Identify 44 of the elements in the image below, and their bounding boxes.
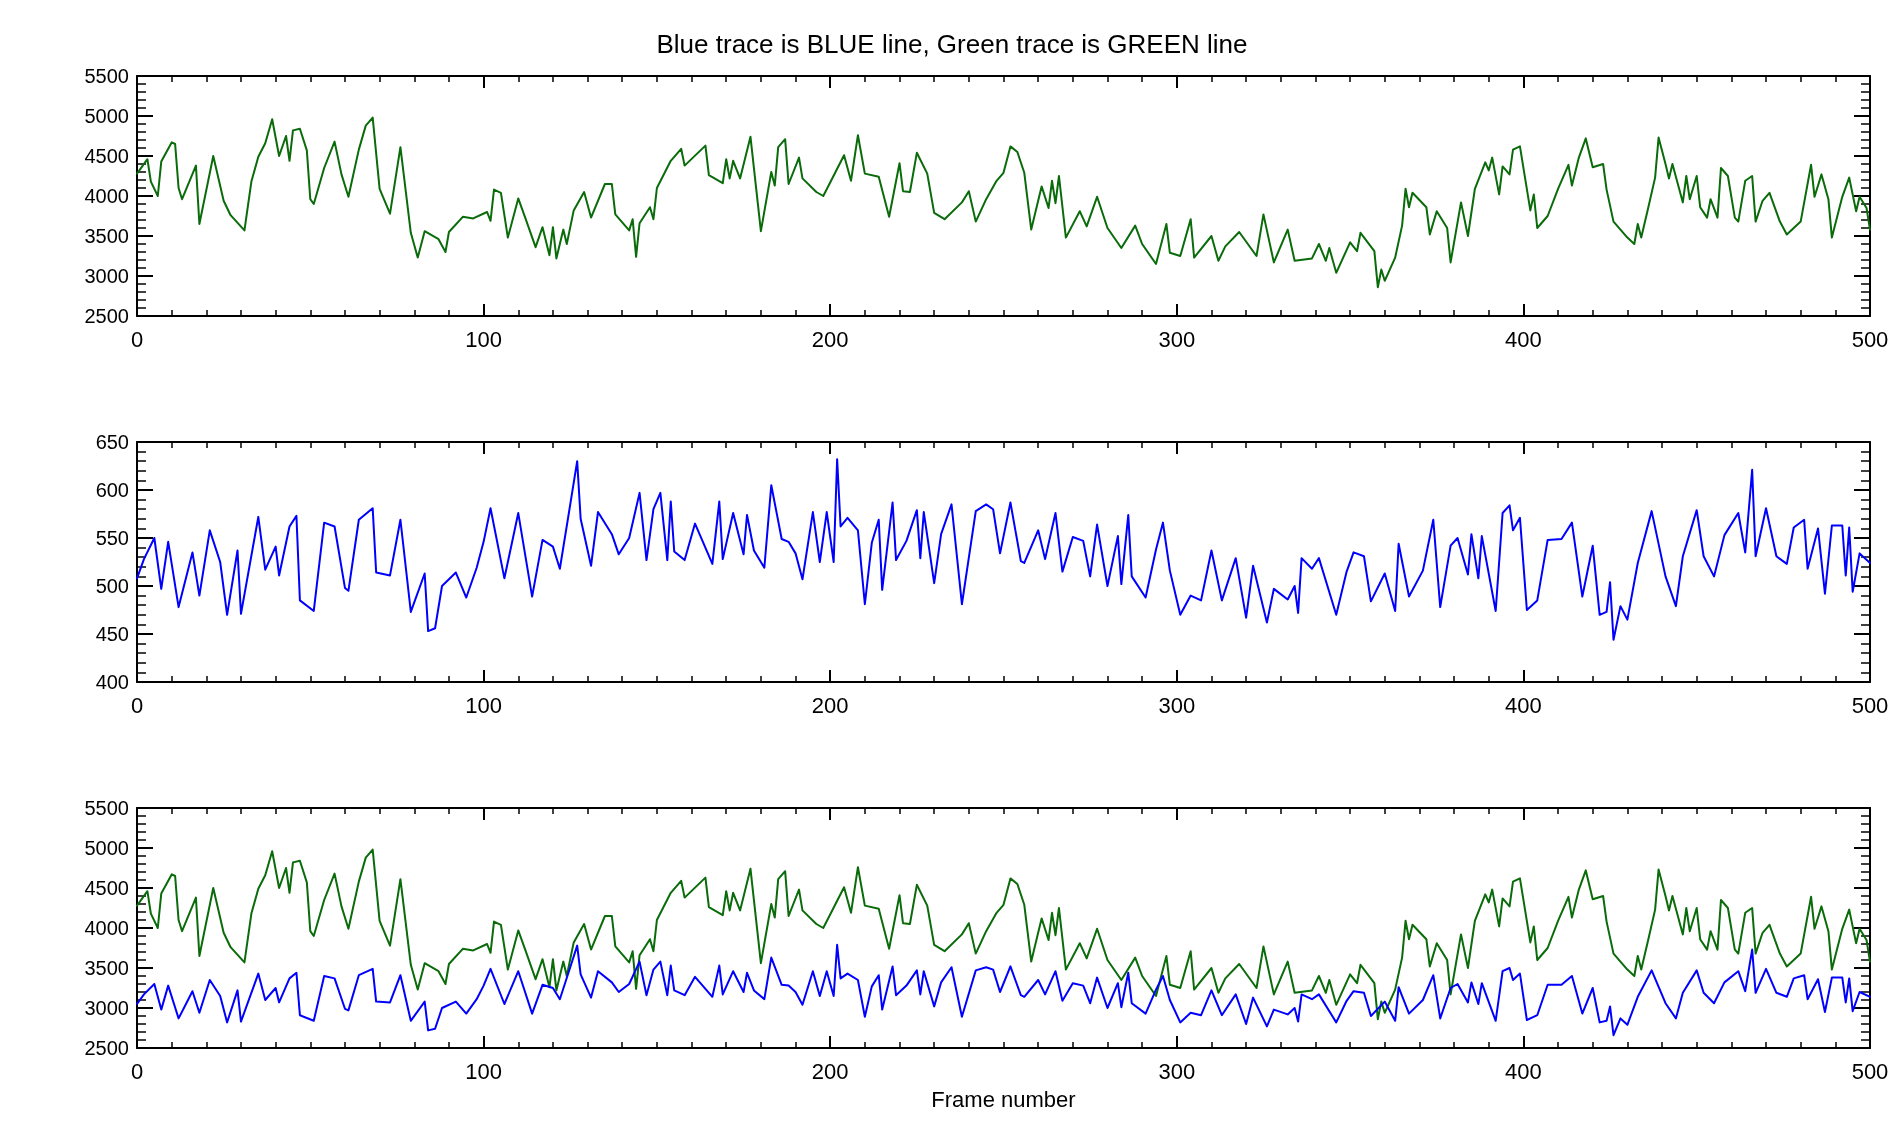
- line-series: [136, 458, 1871, 641]
- y-tick-label: 2500: [84, 1037, 129, 1059]
- y-tick-label: 5000: [84, 837, 129, 859]
- y-tick-label: 4500: [84, 877, 129, 899]
- x-tick-label: 200: [811, 692, 849, 718]
- x-tick-label: 0: [130, 326, 144, 352]
- x-tick-label: 0: [130, 692, 144, 718]
- x-tick-label: 400: [1505, 1058, 1542, 1084]
- y-tick-label: 400: [95, 671, 129, 693]
- y-tick-label: 4000: [84, 185, 129, 207]
- x-tick-label: 400: [1505, 692, 1542, 718]
- x-tick-label: 200: [811, 326, 849, 352]
- y-tick-label: 650: [95, 431, 129, 453]
- x-tick-label: 300: [1158, 692, 1196, 718]
- chart-title: Blue trace is BLUE line, Green trace is GREEN line: [656, 29, 1248, 59]
- y-tick-label: 5500: [84, 65, 129, 87]
- y-tick-label: 3000: [84, 265, 129, 287]
- y-tick-label: 550: [95, 527, 129, 549]
- y-tick-label: 3000: [84, 997, 129, 1019]
- x-tick-label: 100: [465, 692, 502, 718]
- y-tick-label: 4000: [84, 917, 129, 939]
- x-tick-label: 400: [1505, 326, 1542, 352]
- x-tick-label: 300: [1158, 326, 1196, 352]
- x-axis-title: Frame number: [931, 1086, 1076, 1112]
- y-tick-label: 500: [95, 575, 129, 597]
- y-tick-label: 450: [95, 623, 129, 645]
- x-tick-label: 200: [811, 1058, 849, 1084]
- y-tick-label: 600: [95, 479, 129, 501]
- x-tick-label: 100: [465, 326, 502, 352]
- y-tick-label: 3500: [84, 225, 129, 247]
- line-series: [136, 943, 1871, 1037]
- x-tick-label: 100: [465, 1058, 502, 1084]
- x-tick-label: 0: [130, 1058, 144, 1084]
- y-tick-label: 3500: [84, 957, 129, 979]
- y-tick-label: 5500: [84, 797, 129, 819]
- x-tick-label: 300: [1158, 1058, 1196, 1084]
- y-tick-label: 2500: [84, 305, 129, 327]
- line-series: [136, 848, 1871, 1021]
- x-tick-label: 500: [1851, 1058, 1889, 1084]
- y-tick-label: 5000: [84, 105, 129, 127]
- x-tick-label: 500: [1851, 692, 1889, 718]
- line-series: [136, 116, 1871, 289]
- y-tick-label: 4500: [84, 145, 129, 167]
- x-tick-label: 500: [1851, 326, 1889, 352]
